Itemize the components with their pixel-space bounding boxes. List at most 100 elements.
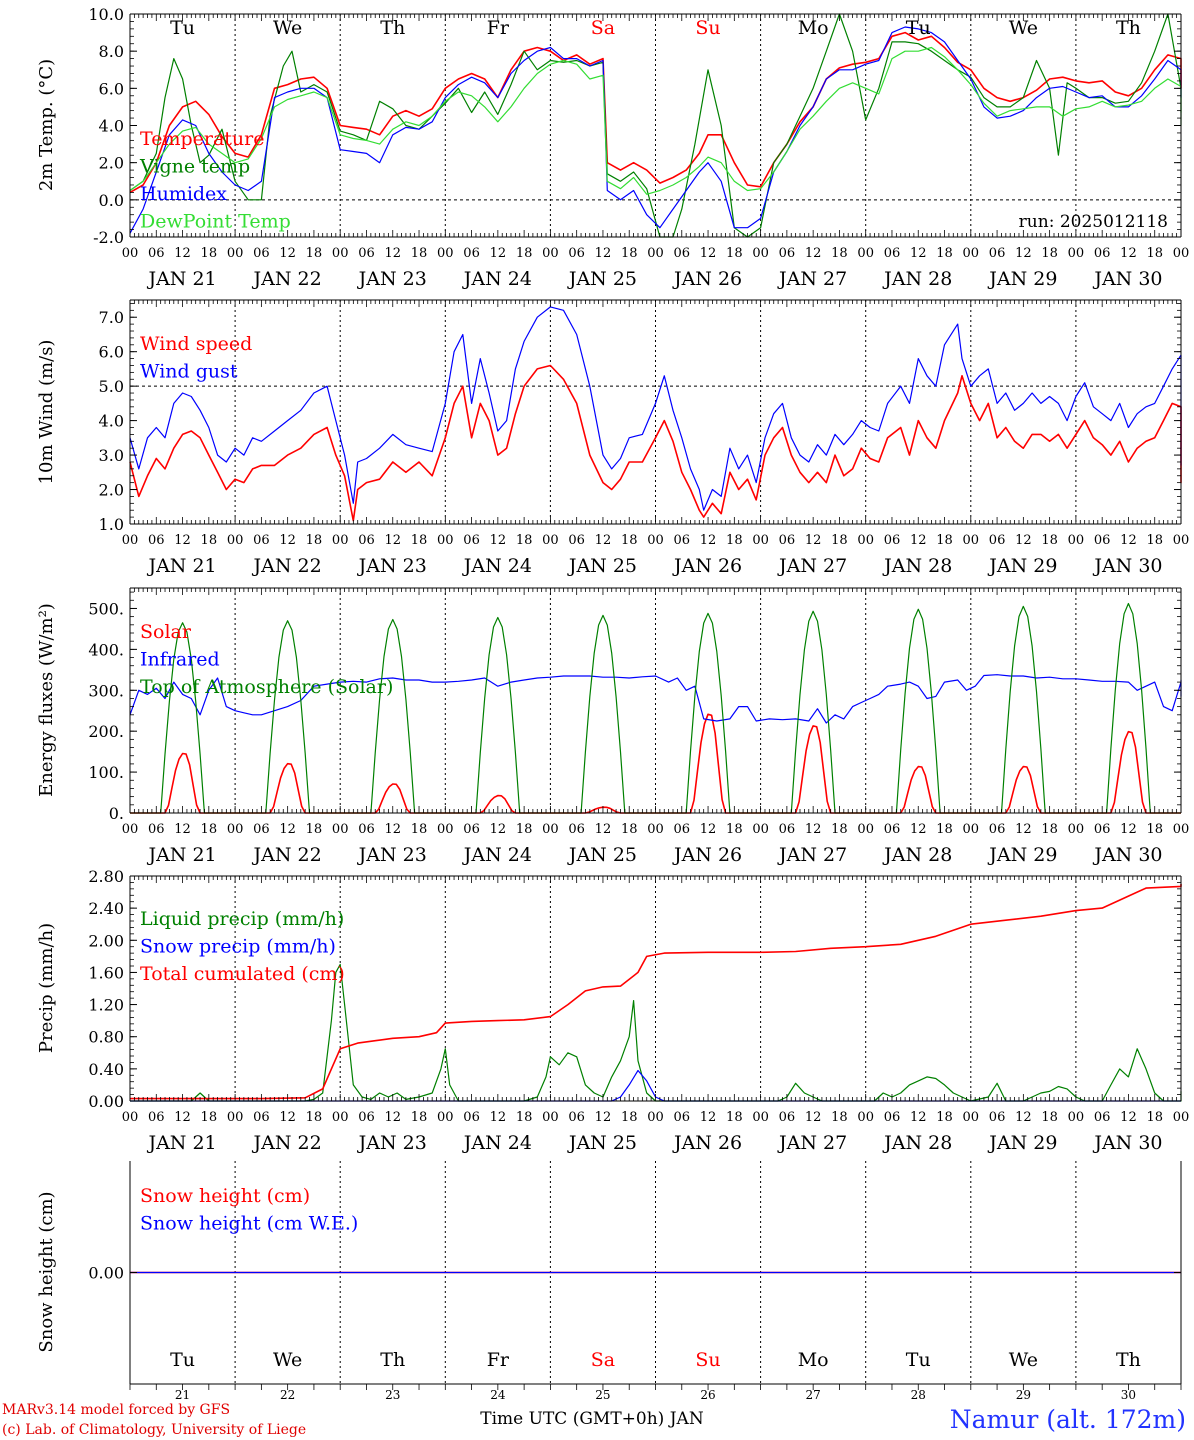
- panel-1-series-line: [129, 31, 1182, 194]
- panel-2-hour-label: 00: [647, 533, 664, 548]
- panel-2-hour-label: 06: [148, 533, 165, 548]
- panel-3-hour-label: 12: [595, 822, 612, 837]
- panel-1-hour-label: 00: [542, 246, 559, 261]
- panel-2-hour-label: 00: [122, 533, 139, 548]
- panel-4-hour-label: 12: [174, 1110, 191, 1125]
- panel-2-hour-label: 06: [1094, 533, 1111, 548]
- frame-layer: [129, 13, 1182, 1390]
- panel-1-date-label: JAN 27: [777, 268, 847, 290]
- panel-2-hour-label: 18: [831, 533, 848, 548]
- panel-3-y-tick-label: 500.: [88, 599, 124, 618]
- panel-1-hour-label: 06: [1094, 246, 1111, 261]
- panel-4-y-tick-label: 1.60: [88, 963, 124, 982]
- panel-2-hour-label: 00: [1173, 533, 1190, 548]
- panel-4-hour-label: 18: [306, 1110, 323, 1125]
- panel-4-hour-label: 12: [805, 1110, 822, 1125]
- panel-3-hour-label: 12: [910, 822, 927, 837]
- panel-3-hour-label: 06: [568, 822, 585, 837]
- panel-2-y-axis-title: 10m Wind (m/s): [36, 340, 57, 485]
- panel-2-hour-label: 18: [726, 533, 743, 548]
- panel-2-date-label: JAN 23: [357, 555, 427, 577]
- day-number-label: 28: [911, 1388, 926, 1402]
- panel-4-date-label: JAN 30: [1092, 1132, 1162, 1154]
- panel-4-y-tick-label: 2.80: [88, 867, 124, 886]
- panel-3-date-label: JAN 25: [567, 844, 637, 866]
- panel-4-y-tick-label: 0.80: [88, 1028, 124, 1047]
- panel-1-y-tick-label: 0.0: [99, 191, 124, 210]
- panel-5-weekday-label: Tu: [170, 1349, 195, 1371]
- panel-2-hour-label: 18: [621, 533, 638, 548]
- panel-1-y-tick-label: 8.0: [99, 42, 124, 61]
- panel-3-hour-label: 06: [1094, 822, 1111, 837]
- panel-2-date-label: JAN 21: [146, 555, 216, 577]
- text-layer: 00 06 12 18 JAN 21 00 06 12 18 JAN 22 00 06 12 18 JAN …: [36, 5, 1189, 1402]
- panel-4-hour-label: 18: [201, 1110, 218, 1125]
- panel-4-hour-label: 00: [437, 1110, 454, 1125]
- day-number-label: 25: [595, 1388, 610, 1402]
- panel-3-hour-label: 00: [122, 822, 139, 837]
- panel-2-y-tick-label: 2.0: [99, 481, 124, 500]
- panel-1-hour-label: 18: [621, 246, 638, 261]
- panel-2-hour-label: 12: [1120, 533, 1137, 548]
- panel-4-legend-entry: Liquid precip (mm/h): [140, 908, 344, 930]
- panel-1-hour-label: 00: [227, 246, 244, 261]
- panel-4-date-label: JAN 28: [882, 1132, 952, 1154]
- panel-1-weekday-label: Tu: [906, 17, 931, 39]
- panel-4-hour-label: 18: [621, 1110, 638, 1125]
- panel-2-legend-entry: Wind gust: [140, 361, 238, 383]
- panel-1-y-tick-label: -2.0: [93, 228, 124, 247]
- panel-2-hour-label: 12: [700, 533, 717, 548]
- panel-4-date-label: JAN 22: [252, 1132, 322, 1154]
- panel-2-date-label: JAN 30: [1092, 555, 1162, 577]
- panel-2-hour-label: 00: [963, 533, 980, 548]
- panel-3-hour-label: 12: [384, 822, 401, 837]
- panel-1-hour-label: 18: [516, 246, 533, 261]
- panel-1-hour-label: 18: [831, 246, 848, 261]
- panel-1-legend-entry: Humidex: [140, 183, 227, 205]
- panel-2-hour-label: 18: [306, 533, 323, 548]
- panel-4-y-tick-label: 2.00: [88, 931, 124, 950]
- panel-1-hour-label: 06: [568, 246, 585, 261]
- panel-4-date-label: JAN 24: [462, 1132, 532, 1154]
- panel-4-hour-label: 18: [726, 1110, 743, 1125]
- panel-1-weekday-label: Fr: [487, 17, 510, 39]
- panel-4-hour-label: 00: [1068, 1110, 1085, 1125]
- panel-4-date-label: JAN 25: [567, 1132, 637, 1154]
- panel-3-y-tick-label: 100.: [88, 763, 124, 782]
- panel-2-hour-label: 12: [805, 533, 822, 548]
- panel-3-hour-label: 18: [1146, 822, 1163, 837]
- panel-4-series-line: [130, 884, 1182, 1100]
- panel-1-hour-label: 18: [936, 246, 953, 261]
- day-number-label: 30: [1121, 1388, 1136, 1402]
- panel-1-hour-label: 18: [201, 246, 218, 261]
- panel-3-hour-label: 12: [490, 822, 507, 837]
- panel-3-hour-label: 06: [779, 822, 796, 837]
- day-number-label: 26: [700, 1388, 715, 1402]
- panel-3-hour-label: 18: [621, 822, 638, 837]
- panel-1-weekday-label: Th: [380, 17, 405, 39]
- panel-1-y-axis-title: 2m Temp. (°C): [36, 59, 57, 191]
- panel-4-date-label: JAN 29: [987, 1132, 1057, 1154]
- panel-4-hour-label: 06: [884, 1110, 901, 1125]
- panel-3-legend-entry: Top of Atmosphere (Solar): [140, 676, 393, 698]
- panel-1-hour-label: 12: [174, 246, 191, 261]
- panel-1-hour-label: 18: [306, 246, 323, 261]
- panel-1-hour-label: 12: [279, 246, 296, 261]
- panel-3-hour-label: 18: [831, 822, 848, 837]
- panel-2-hour-label: 06: [358, 533, 375, 548]
- panel-1-weekday-label: We: [1009, 17, 1038, 39]
- panel-1-hour-label: 06: [253, 246, 270, 261]
- panel-3-hour-label: 18: [516, 822, 533, 837]
- panel-4-hour-label: 06: [463, 1110, 480, 1125]
- panel-5-weekday-label: Su: [695, 1349, 720, 1371]
- panel-2-hour-label: 06: [989, 533, 1006, 548]
- panel-5-legend-entry: Snow height (cm W.E.): [140, 1213, 358, 1235]
- panel-4-hour-label: 12: [279, 1110, 296, 1125]
- panel-4-hour-label: 06: [1094, 1110, 1111, 1125]
- panel-3-hour-label: 12: [1015, 822, 1032, 837]
- panel-2-legend-entry: Wind speed: [140, 333, 252, 355]
- panel-1-hour-label: 00: [1173, 246, 1190, 261]
- panel-4-y-tick-label: 2.40: [88, 899, 124, 918]
- panel-3-y-tick-label: 400.: [88, 640, 124, 659]
- panel-4-y-tick-label: 0.00: [88, 1092, 124, 1111]
